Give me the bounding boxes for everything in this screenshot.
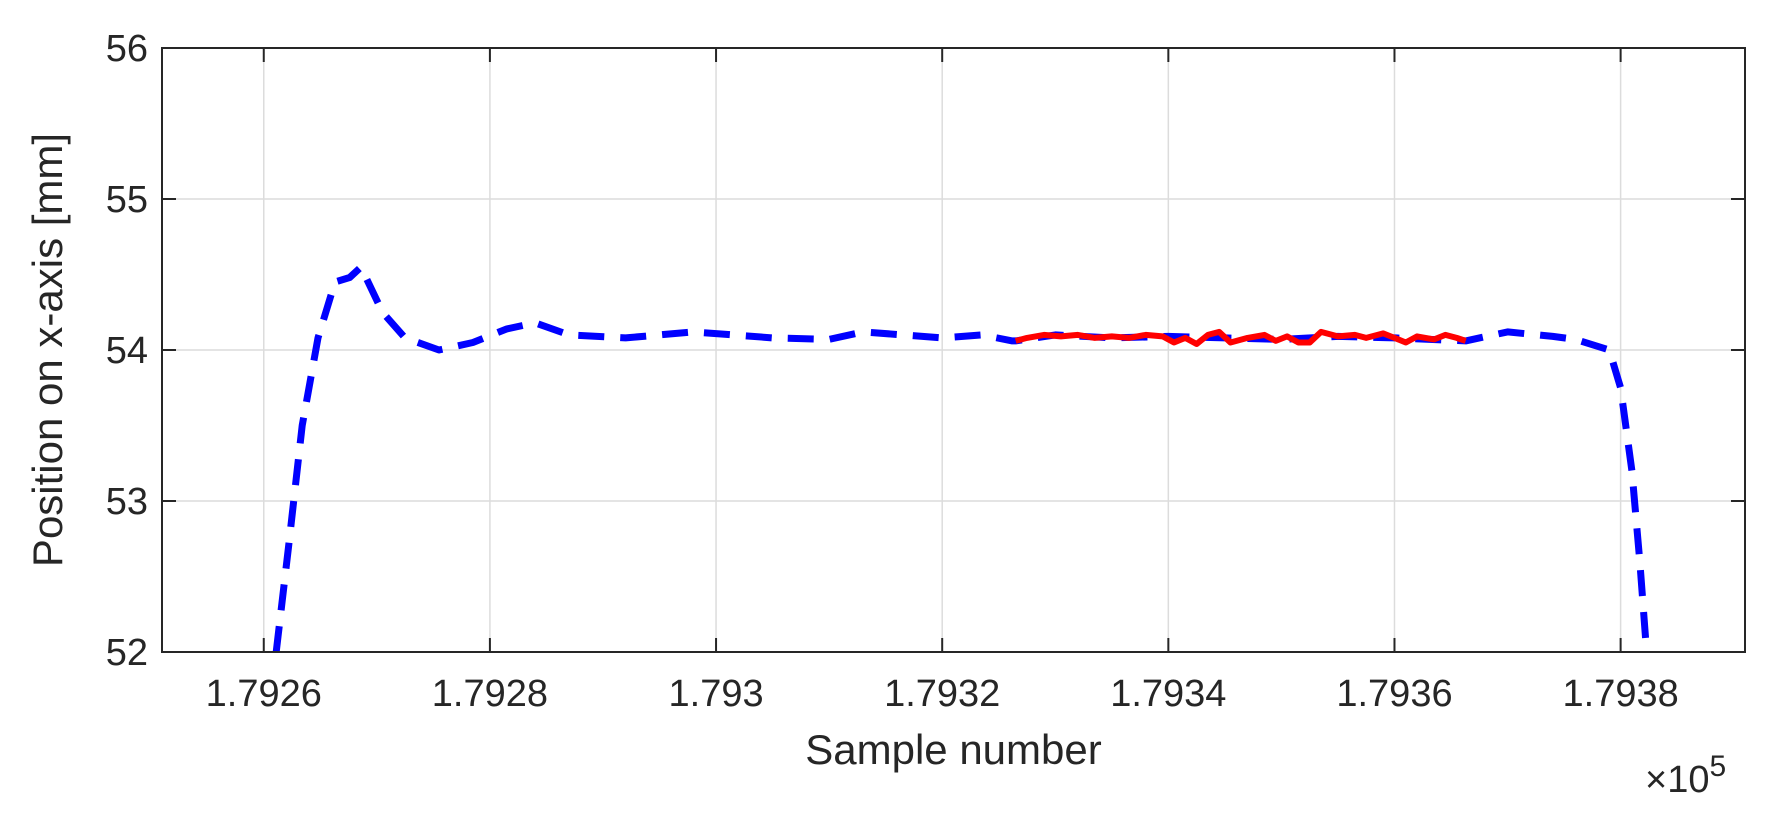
y-tick-label: 56 <box>106 28 148 70</box>
y-tick-label: 52 <box>106 632 148 674</box>
x-axis-exponent: ×105 <box>1645 750 1726 801</box>
x-tick-label: 1.7938 <box>1563 673 1679 715</box>
x-tick-label: 1.7934 <box>1110 673 1226 715</box>
x-tick-label: 1.7932 <box>884 673 1000 715</box>
x-axis-label: Sample number <box>805 726 1101 773</box>
y-tick-label: 55 <box>106 179 148 221</box>
ticks <box>162 47 1745 653</box>
series-line-solid <box>1014 328 1467 347</box>
tick-labels: 1.7926 1.7928 1.793 1.7932 1.7934 1.7936 1.793… <box>106 28 1679 715</box>
x-tick-label: 1.7936 <box>1336 673 1452 715</box>
y-tick-label: 53 <box>106 481 148 523</box>
y-tick-label: 54 <box>106 330 148 372</box>
series-line-dashed <box>272 263 1651 652</box>
x-tick-label: 1.7926 <box>206 673 322 715</box>
x-axis-exponent-power: 5 <box>1709 750 1726 783</box>
x-axis-exponent-base: ×10 <box>1645 759 1709 801</box>
x-tick-label: 1.793 <box>669 673 764 715</box>
series-layer <box>272 263 1651 652</box>
x-tick-label: 1.7928 <box>432 673 548 715</box>
y-axis-label: Position on x-axis [mm] <box>24 133 71 567</box>
